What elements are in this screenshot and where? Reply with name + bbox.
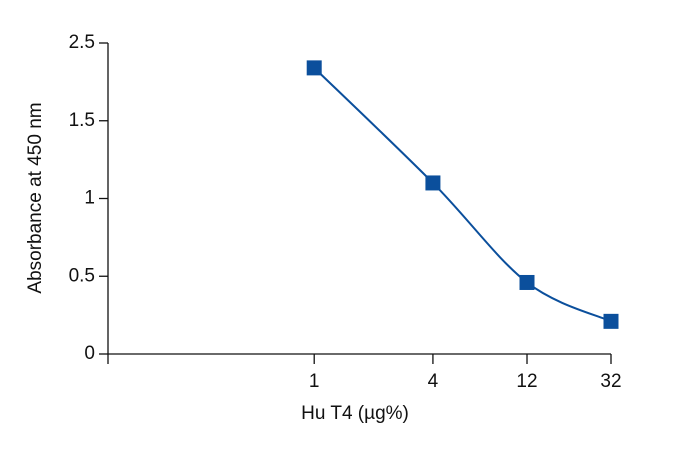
y-tick-label: 1 [84, 188, 95, 209]
marker [425, 175, 441, 191]
marker [306, 60, 322, 76]
x-tick-label: 32 [600, 371, 621, 392]
y-axis-label: Absorbance at 450 nm [25, 102, 46, 293]
curve [313, 67, 612, 323]
y-tick-label: 0.5 [69, 265, 95, 286]
marker [603, 313, 619, 329]
y-tick-label: 1.5 [69, 110, 95, 131]
marker [519, 274, 535, 290]
x-tick-label: 1 [309, 371, 320, 392]
x-tick-label: 12 [516, 371, 537, 392]
x-tick-label: 4 [428, 371, 439, 392]
y-tick-label: 0 [84, 343, 95, 364]
x-axis-label: Hu T4 (µg%) [301, 403, 409, 424]
y-tick-label: 2.5 [69, 32, 95, 53]
